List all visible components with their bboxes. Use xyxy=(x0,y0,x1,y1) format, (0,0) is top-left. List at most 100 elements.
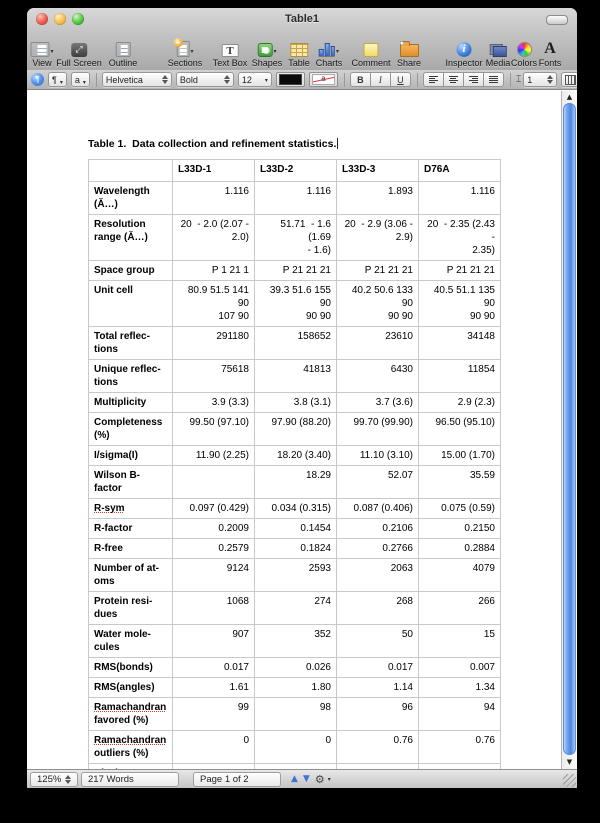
table-cell: 2593 xyxy=(254,558,337,592)
text-cursor xyxy=(337,138,339,149)
pages-window: Table1 ▾ View ⤢ Full Screen Outline + ▾ S… xyxy=(27,8,577,788)
table-cell: 6430 xyxy=(336,359,419,393)
table-row: Resolution range (Ă…) 20 - 2.0 (2.07 - 2.0… xyxy=(88,214,501,261)
toolbar-media-button[interactable]: Media xyxy=(485,37,511,68)
table-cell: 0.2150 xyxy=(418,518,501,539)
line-spacing-icon: ⌶ xyxy=(515,74,522,85)
table-icon xyxy=(289,43,308,57)
title-bar[interactable]: Table1 xyxy=(27,8,577,30)
underline-button[interactable]: U xyxy=(390,72,411,87)
shapes-icon xyxy=(257,43,273,57)
separator xyxy=(343,72,345,87)
table-cell: 3.9 (3.3) xyxy=(172,392,255,413)
table-cell: 15.00 (1.70) xyxy=(418,445,501,466)
document-page[interactable]: Table 1. Data collection and refinement … xyxy=(27,91,561,769)
close-window-button[interactable] xyxy=(36,13,48,25)
toolbar-toggle-button[interactable] xyxy=(546,15,568,25)
paragraph-glyph: ¶ xyxy=(35,75,40,84)
toolbar-outline-button[interactable]: Outline xyxy=(109,37,137,68)
toolbar-view-button[interactable]: ▾ View xyxy=(30,37,54,68)
columns-dropdown[interactable]: ▾ xyxy=(561,72,577,87)
media-photos-icon xyxy=(489,43,507,57)
table-cell: 0.2106 xyxy=(336,518,419,539)
toolbar-inspector-button[interactable]: i Inspector xyxy=(445,37,483,68)
gear-icon[interactable]: ⚙ xyxy=(314,772,325,786)
table-cell: 1.61 xyxy=(172,677,255,698)
table-cell: 0.026 xyxy=(254,657,337,678)
toolbar-fonts-button[interactable]: A Fonts xyxy=(539,37,562,68)
toolbar-label: Shapes xyxy=(251,58,283,68)
table-cell: 0.017 xyxy=(172,657,255,678)
align-center-button[interactable] xyxy=(443,72,464,87)
resize-grip[interactable] xyxy=(563,774,576,787)
toolbar-textbox-button[interactable]: T Text Box xyxy=(213,37,247,68)
table-row: Wilson B-factor 18.29 52.07 35.59 xyxy=(88,465,501,499)
zoom-control[interactable]: 125% xyxy=(30,771,78,787)
previous-page-button[interactable]: ▲ xyxy=(291,774,298,784)
table-cell: 99.50 (97.10) xyxy=(172,412,255,446)
toolbar-share-button[interactable]: ✦ Share xyxy=(397,37,421,68)
highlight-swatch: a xyxy=(311,74,335,85)
table-cell: 158652 xyxy=(254,326,337,360)
next-page-button[interactable]: ▼ xyxy=(302,774,310,784)
text-color-well[interactable] xyxy=(275,72,305,87)
italic-button[interactable]: I xyxy=(370,72,391,87)
alignment-buttons xyxy=(422,72,504,87)
toolbar-label: Fonts xyxy=(538,58,562,68)
text-box-icon: T xyxy=(221,44,239,57)
table-row: Unit cell 80.9 51.5 141 90 107 90 39.3 51.… xyxy=(88,280,501,327)
minimize-window-button[interactable] xyxy=(54,13,66,25)
character-style-dropdown[interactable]: a ▾ xyxy=(70,72,90,87)
font-size-select[interactable]: 12 ▾ xyxy=(237,72,272,87)
row-label: Water mole-cules xyxy=(88,624,173,658)
paragraph-style-dropdown[interactable]: ¶ ▾ xyxy=(48,72,67,87)
table-cell: 1068 xyxy=(172,591,255,625)
align-right-button[interactable] xyxy=(463,72,484,87)
chevron-down-icon: ▾ xyxy=(190,48,194,55)
toolbar-comment-button[interactable]: Comment xyxy=(351,37,391,68)
toolbar-sections-button[interactable]: + ▾ Sections xyxy=(168,37,202,68)
vertical-scrollbar[interactable]: ▲ ▼ xyxy=(561,91,577,769)
scroll-down-arrow[interactable]: ▼ xyxy=(566,758,573,766)
table-cell: 15 xyxy=(418,624,501,658)
table-cell: 80.9 51.5 141 90 107 90 xyxy=(172,280,255,327)
toolbar-charts-button[interactable]: ▾ Charts xyxy=(316,37,342,68)
page-navigation: ▲ ▼ ⚙ ▾ xyxy=(291,773,331,786)
table-cell: 20 - 2.9 (3.06 - 2.9) xyxy=(336,214,419,261)
paragraph-navigator-button[interactable]: ¶ xyxy=(31,73,44,86)
line-spacing-select[interactable]: 1 xyxy=(523,72,558,87)
table-cell xyxy=(172,465,255,499)
row-label: Protein resi-dues xyxy=(88,591,173,625)
table-cell: 274 xyxy=(254,591,337,625)
align-left-button[interactable] xyxy=(422,72,444,87)
table-cell: 0.2579 xyxy=(172,538,255,559)
toolbar-table-button[interactable]: Table xyxy=(288,37,310,68)
toolbar-colors-button[interactable]: Colors xyxy=(511,37,537,68)
table-cell: 1.14 xyxy=(336,677,419,698)
table-cell: 18.20 (3.40) xyxy=(254,445,337,466)
table-cell: 0.2766 xyxy=(336,538,419,559)
toolbar-label: Media xyxy=(485,58,511,68)
zoom-window-button[interactable] xyxy=(72,13,84,25)
table-cell: 0 xyxy=(172,730,255,764)
background-color-well[interactable]: a xyxy=(308,72,338,87)
table-cell: 9124 xyxy=(172,558,255,592)
font-family-select[interactable]: Helvetica xyxy=(101,72,172,87)
toolbar-fullscreen-button[interactable]: ⤢ Full Screen xyxy=(56,37,102,68)
font-style-select[interactable]: Bold xyxy=(175,72,234,87)
align-justify-button[interactable] xyxy=(483,72,504,87)
table-cell: 97.90 (88.20) xyxy=(254,412,337,446)
bold-button[interactable]: B xyxy=(349,72,371,87)
row-label: R-sym xyxy=(88,498,173,519)
scrollbar-thumb[interactable] xyxy=(563,103,576,755)
toolbar-label: Inspector xyxy=(445,58,483,68)
table-row: Ramachandran outliers (%) 0 0 0.76 0.76 xyxy=(88,730,501,764)
scroll-up-arrow[interactable]: ▲ xyxy=(566,93,573,101)
table-row: Ramachandran favored (%) 99 98 96 94 xyxy=(88,697,501,731)
row-label: I/sigma(I) xyxy=(88,445,173,466)
table-cell: 0.76 xyxy=(336,730,419,764)
table-cell: 1.116 xyxy=(254,181,337,215)
column-header: L33D-2 xyxy=(254,159,337,182)
toolbar-shapes-button[interactable]: ▾ Shapes xyxy=(251,37,283,68)
toolbar-label: Table xyxy=(288,58,310,68)
